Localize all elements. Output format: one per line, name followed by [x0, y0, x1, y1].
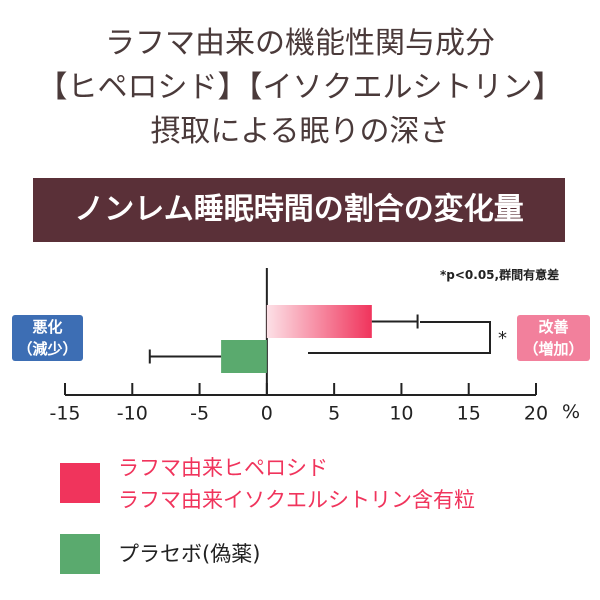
annotation: *p<0.05,群間有意差 — [440, 268, 560, 282]
significance-mark: * — [498, 328, 507, 349]
chart-title: ラフマ由来の機能性関与成分 【ヒペロシド】【イソクエルシトリン】 摂取による眠り… — [37, 26, 563, 149]
x-tick-label: 10 — [389, 403, 413, 425]
x-tick-label: -15 — [49, 403, 80, 425]
right-label-box — [517, 315, 590, 361]
left-label-box — [12, 315, 83, 361]
bar — [221, 340, 267, 373]
x-tick-label: -5 — [190, 403, 209, 425]
axis-unit: % — [562, 401, 581, 423]
significance-bracket — [308, 321, 491, 354]
legend-label: ラフマ由来ヒペロシド ラフマ由来イソクエルシトリン含有粒 — [118, 456, 475, 512]
x-tick-label: 20 — [524, 403, 548, 425]
error-bar — [148, 349, 222, 364]
legend-swatch — [60, 534, 100, 574]
right-label: 改善 （増加） — [523, 318, 584, 358]
error-bar — [371, 314, 419, 329]
subtitle: ノンレム睡眠時間の割合の変化量 — [74, 192, 524, 227]
x-tick-label: 0 — [261, 403, 273, 425]
x-tick-label: 15 — [457, 403, 481, 425]
subtitle-banner — [33, 178, 565, 242]
x-tick-label: 5 — [328, 403, 340, 425]
legend-swatch — [60, 463, 100, 503]
legend-label: プラセボ(偽薬) — [118, 542, 261, 566]
x-tick-label: -10 — [117, 403, 148, 425]
left-label: 悪化 （減少） — [17, 318, 78, 358]
bar-shade — [266, 305, 372, 338]
